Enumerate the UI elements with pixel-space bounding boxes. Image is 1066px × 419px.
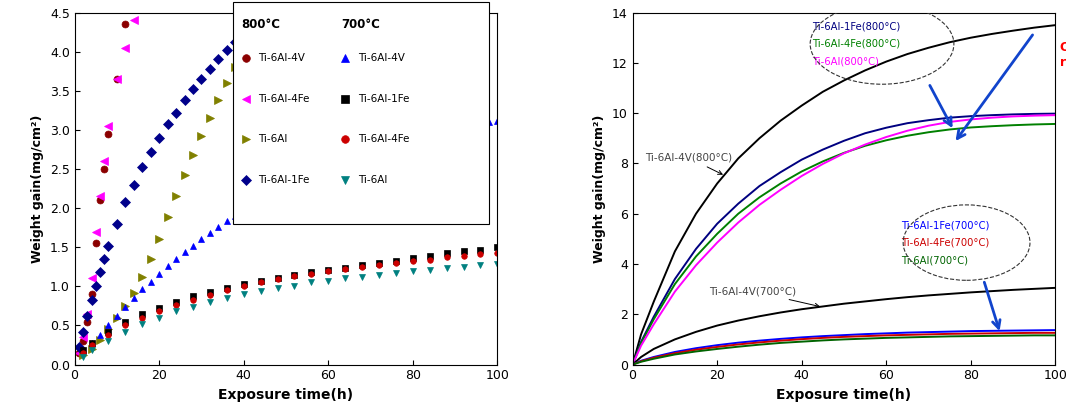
Text: Ti-6Al-4V: Ti-6Al-4V — [258, 53, 305, 63]
Text: 800°C: 800°C — [242, 18, 280, 31]
Text: 800°C: 800°C — [242, 18, 280, 31]
Text: Ti-6Al-4Fe: Ti-6Al-4Fe — [358, 134, 409, 144]
Y-axis label: Weight gain(mg/cm²): Weight gain(mg/cm²) — [594, 114, 607, 263]
Text: Ti-6Al-4Fe(800°C): Ti-6Al-4Fe(800°C) — [812, 39, 901, 49]
Text: Ti-6Al-4Fe: Ti-6Al-4Fe — [258, 94, 310, 104]
Bar — [233, 2, 489, 224]
Text: Oxidation
resistance ↑: Oxidation resistance ↑ — [1060, 41, 1066, 69]
Text: Ti-6Al-4V(800°C): Ti-6Al-4V(800°C) — [645, 153, 732, 174]
Text: Ti-6Al-1Fe: Ti-6Al-1Fe — [258, 175, 310, 185]
Text: Ti-6Al-4V: Ti-6Al-4V — [258, 53, 305, 63]
Text: Ti-6Al: Ti-6Al — [358, 175, 387, 185]
X-axis label: Exposure time(h): Exposure time(h) — [776, 388, 911, 402]
Text: Ti-6Al-4V: Ti-6Al-4V — [358, 53, 405, 63]
Text: Ti-6Al-4Fe: Ti-6Al-4Fe — [258, 94, 310, 104]
Text: Ti-6Al-4Fe(700°C): Ti-6Al-4Fe(700°C) — [901, 238, 989, 248]
X-axis label: Exposure time(h): Exposure time(h) — [219, 388, 354, 402]
Text: Ti-6Al: Ti-6Al — [258, 134, 288, 144]
Text: 700°C: 700°C — [341, 18, 379, 31]
Text: Ti-6Al-4Fe: Ti-6Al-4Fe — [358, 134, 409, 144]
Text: Ti-6Al: Ti-6Al — [358, 175, 387, 185]
Text: Ti-6Al-1Fe: Ti-6Al-1Fe — [258, 175, 310, 185]
Text: Ti-6Al-4V: Ti-6Al-4V — [358, 53, 405, 63]
Text: Ti-6Al-1Fe(700°C): Ti-6Al-1Fe(700°C) — [901, 220, 989, 230]
Text: Ti-6Al-1Fe(800°C): Ti-6Al-1Fe(800°C) — [812, 21, 901, 31]
Text: Ti-6Al-4V(700°C): Ti-6Al-4V(700°C) — [709, 286, 819, 308]
Text: Ti-6Al(700°C): Ti-6Al(700°C) — [901, 255, 968, 265]
Text: Ti-6Al(800°C): Ti-6Al(800°C) — [812, 57, 879, 67]
Text: Ti-6Al: Ti-6Al — [258, 134, 288, 144]
Text: Ti-6Al-1Fe: Ti-6Al-1Fe — [358, 94, 409, 104]
Y-axis label: Weight gain(mg/cm²): Weight gain(mg/cm²) — [31, 114, 44, 263]
Text: 700°C: 700°C — [341, 18, 379, 31]
Text: Ti-6Al-1Fe: Ti-6Al-1Fe — [358, 94, 409, 104]
